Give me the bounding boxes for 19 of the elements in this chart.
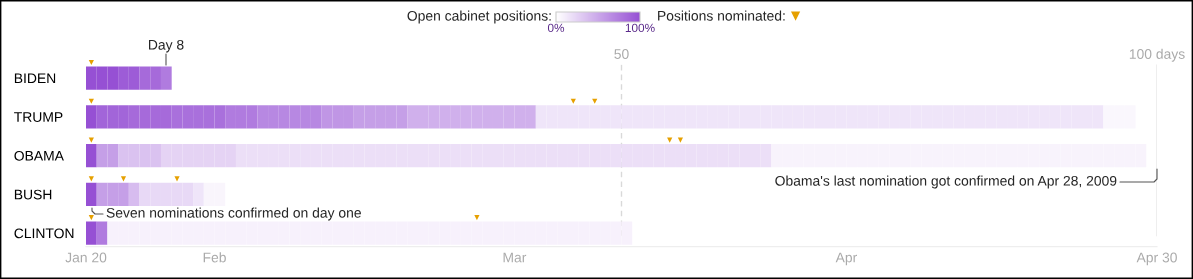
x-tick-label: 50	[614, 49, 629, 59]
x-tick-label: 100 days	[1129, 48, 1185, 62]
text: Day 8	[149, 39, 184, 53]
color-bar-title: Open cabinet positions:	[407, 10, 551, 24]
color-bar-label: 0%	[547, 23, 565, 33]
color-bar-label: 100%	[625, 23, 655, 33]
legend-label: Positions nominated:	[658, 10, 785, 21]
annotation: Seven nominations confirmed on day one	[106, 207, 361, 221]
y-tick-label: BUSH	[14, 189, 52, 200]
x2-tick-label: Apr	[835, 252, 857, 266]
x2-tick-label: Apr 30	[1136, 252, 1177, 266]
x2-tick-label: Jan 20	[65, 252, 107, 263]
y-tick-label: OBAMA	[14, 150, 64, 161]
y-tick-label: TRUMP	[14, 112, 63, 122]
y-tick-label: CLINTON	[14, 228, 74, 239]
annotation: Obama's last nomination got confirmed on Apr 28, 2009	[775, 175, 1117, 189]
x2-tick-label: Mar	[503, 252, 527, 263]
x2-tick-label: Feb	[203, 252, 226, 263]
y-tick-label: BIDEN	[14, 73, 56, 84]
